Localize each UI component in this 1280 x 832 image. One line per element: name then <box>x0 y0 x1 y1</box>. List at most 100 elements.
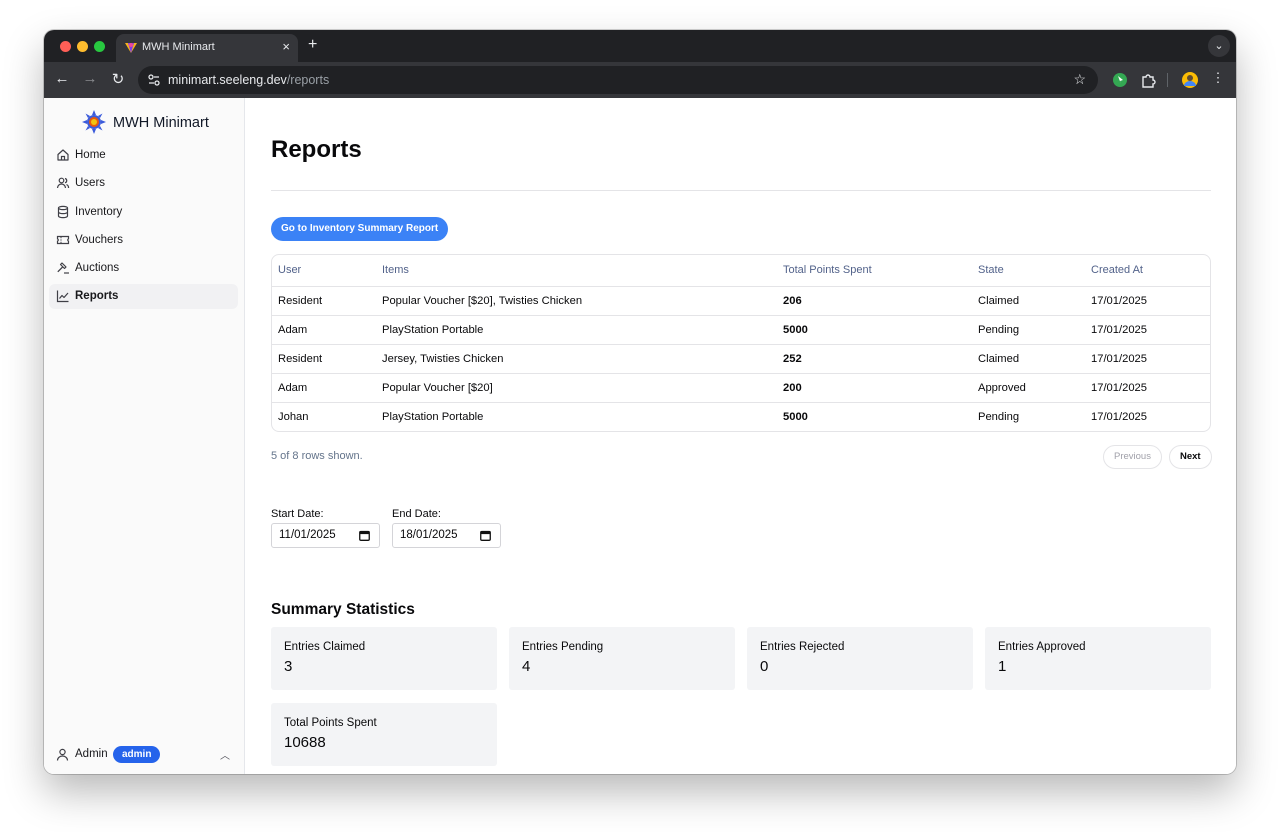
cell-state: Claimed <box>972 344 1085 374</box>
sidebar-item-label: Home <box>75 149 106 161</box>
role-badge: admin <box>113 746 161 763</box>
stat-card-rejected: Entries Rejected 0 <box>747 627 973 690</box>
tab-close-icon[interactable]: × <box>282 39 290 54</box>
home-icon <box>57 149 69 161</box>
browser-toolbar: ← → ↻ minimart.seeleng.dev/reports ☆ ⋮ <box>44 62 1236 98</box>
rows-shown-text: 5 of 8 rows shown. <box>271 450 363 462</box>
table-row[interactable]: Adam PlayStation Portable 5000 Pending 1… <box>272 315 1210 345</box>
sidebar: MWH Minimart Home Users <box>44 98 245 774</box>
cell-items: PlayStation Portable <box>376 315 777 345</box>
brand-name: MWH Minimart <box>113 115 209 131</box>
chart-icon <box>56 290 69 303</box>
forward-arrow-icon[interactable]: → <box>82 70 98 87</box>
stat-label: Entries Claimed <box>284 641 366 653</box>
chevron-up-icon[interactable]: ︿ <box>220 751 230 762</box>
sidebar-item-reports[interactable]: Reports <box>49 284 238 310</box>
bookmark-star-icon[interactable]: ☆ <box>1073 71 1086 87</box>
extensions-puzzle-icon[interactable] <box>1138 70 1158 90</box>
tab-title: MWH Minimart <box>142 41 215 53</box>
start-date-input[interactable]: 11/01/2025 <box>271 523 380 548</box>
site-info-icon[interactable] <box>146 72 162 88</box>
cell-state: Pending <box>978 410 1020 423</box>
url-text: minimart.seeleng.dev/reports <box>168 73 329 87</box>
column-header-total-points[interactable]: Total Points Spent <box>777 255 972 287</box>
close-window-button[interactable] <box>60 41 71 52</box>
back-arrow-icon[interactable]: ← <box>54 70 70 87</box>
cell-created-at: 17/01/2025 <box>1085 344 1210 374</box>
sidebar-item-label: Inventory <box>75 205 123 218</box>
new-tab-icon[interactable]: + <box>308 36 318 53</box>
brand-logo-icon <box>82 110 106 134</box>
sidebar-item-users[interactable]: Users <box>49 171 238 196</box>
sidebar-item-label: Reports <box>75 290 119 303</box>
summary-statistics-title: Summary Statistics <box>271 601 415 618</box>
user-icon <box>56 748 69 761</box>
stat-card-pending: Entries Pending 4 <box>509 627 735 690</box>
column-header-items[interactable]: Items <box>376 255 777 287</box>
cell-points: 5000 <box>783 410 808 423</box>
start-date-value: 11/01/2025 <box>279 529 336 541</box>
cell-points: 252 <box>777 344 972 374</box>
calendar-icon[interactable] <box>480 530 491 541</box>
sidebar-item-auctions[interactable]: Auctions <box>49 256 238 281</box>
browser-tab[interactable]: MWH Minimart × <box>116 34 298 62</box>
stat-card-claimed: Entries Claimed 3 <box>271 627 497 690</box>
database-icon <box>57 205 69 218</box>
column-header-created-at[interactable]: Created At <box>1085 255 1210 287</box>
end-date-input[interactable]: 18/01/2025 <box>392 523 501 548</box>
table-row[interactable]: Johan PlayStation Portable 5000 Pending … <box>272 402 1210 431</box>
column-header-user[interactable]: User <box>272 255 376 287</box>
favicon-icon <box>125 43 137 53</box>
extension-icon[interactable] <box>1110 70 1130 90</box>
stat-value: 1 <box>998 658 1007 675</box>
stat-label: Entries Pending <box>522 641 604 653</box>
user-menu[interactable]: Admin admin ︿ <box>56 744 236 766</box>
stat-label: Entries Approved <box>998 641 1086 653</box>
calendar-icon[interactable] <box>359 530 370 541</box>
cell-created-at: 17/01/2025 <box>1091 410 1147 423</box>
end-date-group: End Date: 18/01/2025 <box>392 508 501 548</box>
profile-avatar-icon[interactable] <box>1180 70 1200 90</box>
sidebar-item-home[interactable]: Home <box>49 143 238 168</box>
divider <box>271 190 1211 191</box>
cell-created-at: 17/01/2025 <box>1085 286 1210 316</box>
sidebar-nav: Home Users Inventory <box>49 143 238 313</box>
reload-icon[interactable]: ↻ <box>111 71 125 88</box>
stat-value: 10688 <box>284 734 326 751</box>
end-date-label: End Date: <box>392 508 441 520</box>
cell-items: Jersey, Twisties Chicken <box>376 344 777 374</box>
table-header-row: User Items Total Points Spent State Crea… <box>272 255 1210 287</box>
maximize-window-button[interactable] <box>94 41 105 52</box>
stat-value: 4 <box>522 658 531 675</box>
start-date-label: Start Date: <box>271 508 324 520</box>
cell-state: Claimed <box>972 286 1085 316</box>
cell-user: Resident <box>272 344 376 374</box>
cell-user: Johan <box>278 410 309 423</box>
user-name: Admin <box>75 748 108 760</box>
address-bar[interactable]: minimart.seeleng.dev/reports ☆ <box>138 66 1098 94</box>
end-date-value: 18/01/2025 <box>400 529 458 541</box>
table-row[interactable]: Adam Popular Voucher [$20] 200 Approved … <box>272 373 1210 403</box>
url-path: /reports <box>286 73 330 87</box>
inventory-summary-button[interactable]: Go to Inventory Summary Report <box>271 217 449 241</box>
previous-page-button[interactable]: Previous <box>1103 445 1162 469</box>
browser-menu-icon[interactable]: ⋮ <box>1211 70 1225 85</box>
stat-card-approved: Entries Approved 1 <box>985 627 1211 690</box>
sidebar-item-inventory[interactable]: Inventory <box>49 200 238 225</box>
table-row[interactable]: Resident Jersey, Twisties Chicken 252 Cl… <box>272 344 1210 374</box>
stat-label: Entries Rejected <box>760 641 845 653</box>
cell-points: 5000 <box>777 315 972 345</box>
url-host: minimart.seeleng.dev <box>168 73 287 87</box>
table-row[interactable]: Resident Popular Voucher [$20], Twisties… <box>272 286 1210 316</box>
cell-state: Pending <box>972 315 1085 345</box>
stat-label: Total Points Spent <box>284 717 377 729</box>
users-icon <box>56 177 70 189</box>
column-header-state[interactable]: State <box>972 255 1085 287</box>
cell-user: Resident <box>272 286 376 316</box>
minimize-window-button[interactable] <box>77 41 88 52</box>
tab-search-chevron-icon[interactable]: ⌄ <box>1208 35 1230 57</box>
tab-strip: MWH Minimart × + ⌄ <box>44 30 1236 62</box>
next-page-button[interactable]: Next <box>1169 445 1212 469</box>
cell-user: Adam <box>272 315 376 345</box>
sidebar-item-vouchers[interactable]: Vouchers <box>49 228 238 253</box>
